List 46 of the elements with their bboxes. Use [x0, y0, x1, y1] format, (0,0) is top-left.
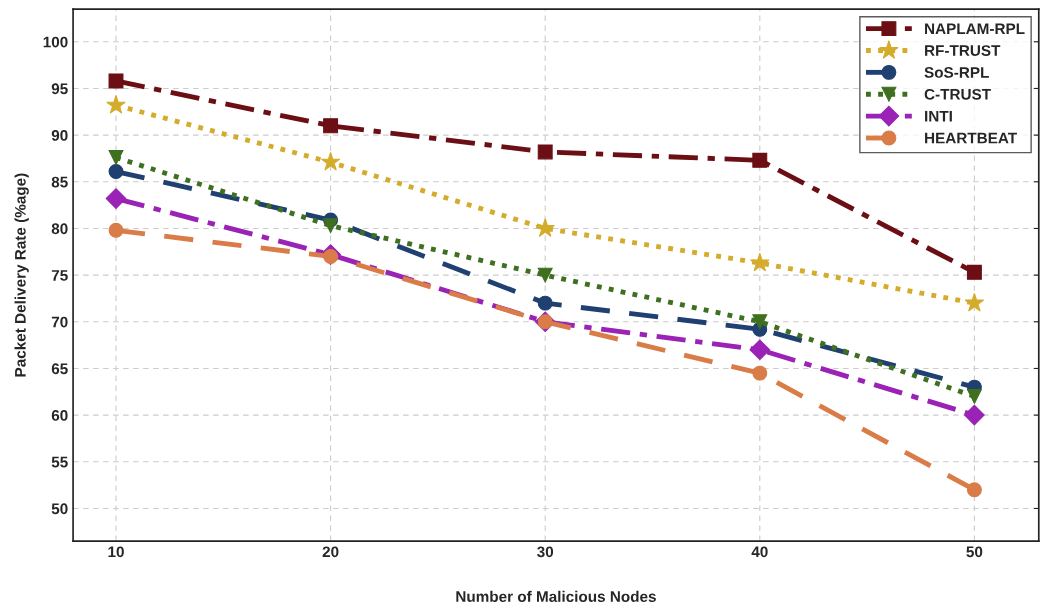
point: [966, 482, 982, 498]
legend-label: RF-TRUST: [925, 45, 1001, 56]
y-tick-label: 95: [51, 83, 68, 95]
point: [966, 264, 982, 280]
y-tick-label: 50: [51, 503, 68, 515]
x-tick-label: 50: [966, 546, 983, 558]
legend-label: INTI: [925, 110, 952, 122]
y-tick-label: 100: [43, 36, 68, 48]
x-tick-label: 10: [108, 546, 124, 558]
y-axis-title: Packet Delivery Rate (%age): [14, 173, 29, 377]
legend-label: C-TRUST: [924, 88, 991, 100]
point: [535, 218, 555, 237]
y-tick-label: 80: [51, 223, 68, 235]
point: [752, 152, 768, 168]
point: [537, 144, 553, 160]
y-tick-label: 85: [51, 176, 68, 188]
y-tick-label: 55: [51, 456, 68, 468]
point: [537, 295, 553, 311]
point: [750, 252, 770, 272]
x-tick-label: 40: [751, 546, 768, 558]
y-tick-label: 60: [51, 409, 68, 421]
x-axis-title: Number of Malicious Nodes: [456, 590, 656, 602]
x-tick-label: 20: [322, 546, 339, 558]
point: [323, 218, 339, 234]
point: [108, 150, 124, 165]
y-tick-label: 90: [51, 129, 68, 141]
point: [323, 118, 339, 134]
point: [752, 365, 768, 381]
point: [966, 388, 982, 404]
legend-label: NAPLAM-RPL: [925, 23, 1025, 34]
point: [537, 267, 553, 283]
x-tick-label: 30: [537, 546, 554, 558]
point: [964, 292, 985, 312]
point: [749, 339, 771, 361]
point: [108, 164, 124, 179]
legend-label: HEARTBEAT: [925, 132, 1017, 144]
legend-label: SoS-RPL: [924, 67, 989, 78]
y-tick-label: 65: [51, 363, 68, 375]
point: [108, 222, 124, 238]
point: [320, 151, 341, 171]
point: [106, 95, 126, 114]
point: [752, 314, 768, 330]
y-tick-label: 70: [51, 316, 68, 328]
y-tick-label: 75: [51, 270, 68, 281]
point: [964, 404, 985, 426]
point: [105, 188, 127, 209]
